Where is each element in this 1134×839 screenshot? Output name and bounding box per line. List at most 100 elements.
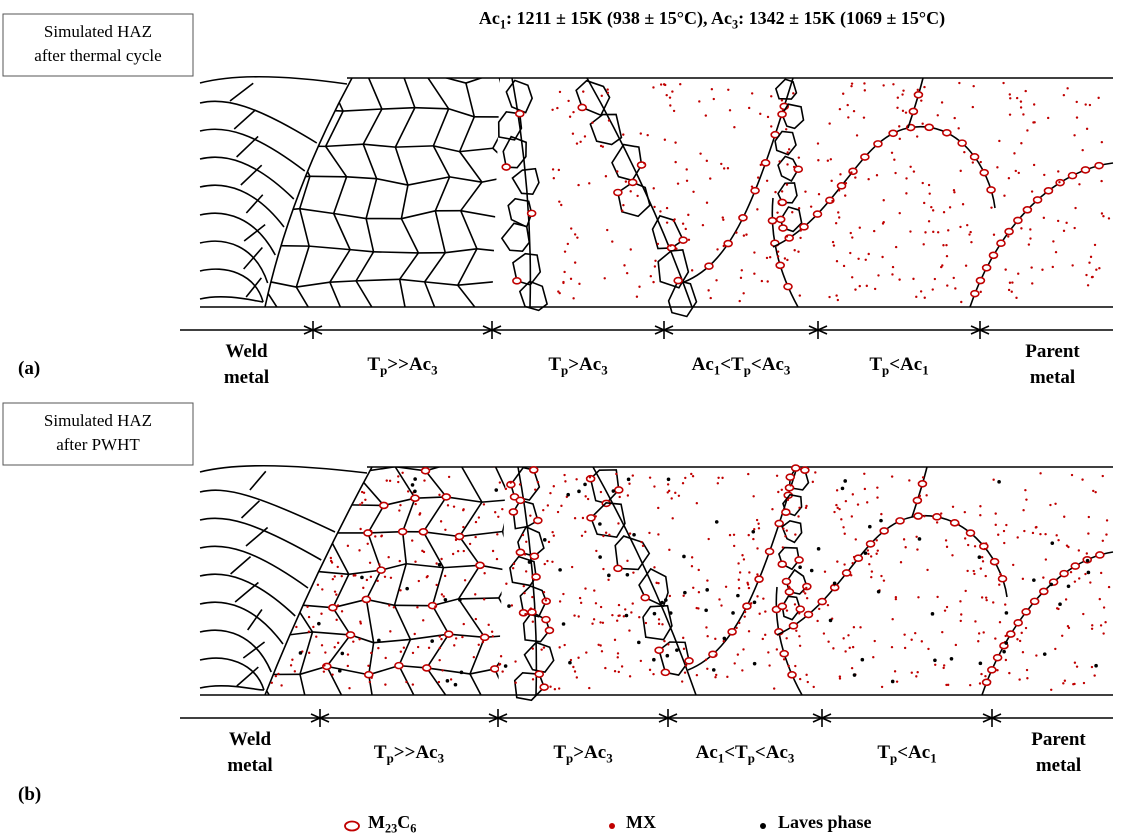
mx-precipitate <box>1052 240 1055 243</box>
mx-precipitate <box>791 211 794 214</box>
legend-m23c6 <box>344 820 360 832</box>
mx-precipitate <box>963 537 967 540</box>
m23c6-precipitate <box>1039 587 1049 596</box>
mx-precipitate <box>737 587 741 590</box>
mx-precipitate <box>1071 264 1074 267</box>
mx-precipitate <box>659 83 663 86</box>
mx-precipitate <box>346 653 350 656</box>
laves-precipitate <box>668 611 673 615</box>
mx-precipitate <box>826 603 830 607</box>
m23c6-precipitate <box>490 665 500 673</box>
mx-precipitate <box>748 571 751 574</box>
grain-edge <box>329 249 351 283</box>
mx-precipitate <box>722 167 726 170</box>
weld-outline <box>199 464 368 474</box>
mx-precipitate <box>616 656 619 659</box>
grain-edge <box>374 311 406 313</box>
grain-edge <box>501 499 506 532</box>
mx-precipitate <box>848 646 851 650</box>
grain-edge <box>350 248 374 253</box>
subscript: 23 <box>385 821 397 835</box>
m23c6-precipitate <box>322 529 332 537</box>
mx-precipitate <box>973 545 977 548</box>
mx-precipitate <box>972 84 975 88</box>
mx-precipitate <box>326 494 329 498</box>
grain-edge <box>458 501 483 537</box>
laves-precipitate <box>933 658 937 663</box>
mx-precipitate <box>954 287 957 290</box>
grain-edge <box>503 174 520 218</box>
mx-precipitate <box>594 602 598 605</box>
mx-precipitate <box>624 180 628 183</box>
laves-precipitate <box>430 639 434 643</box>
mx-precipitate <box>558 600 562 603</box>
mx-precipitate <box>521 533 525 537</box>
mx-precipitate <box>742 234 746 237</box>
mx-precipitate <box>1088 261 1091 264</box>
m23c6-precipitate <box>585 474 596 483</box>
columnar-branch <box>229 82 254 102</box>
mx-precipitate <box>847 116 850 119</box>
mx-precipitate <box>914 631 917 635</box>
mx-precipitate <box>806 680 809 684</box>
mx-precipitate <box>638 615 641 619</box>
mx-precipitate <box>984 674 987 678</box>
m23c6-precipitate <box>760 159 771 167</box>
m23c6-precipitate <box>328 603 338 612</box>
mx-precipitate <box>416 606 419 609</box>
laves-precipitate <box>1086 570 1091 575</box>
mx-precipitate <box>898 278 901 281</box>
mx-precipitate <box>362 491 366 494</box>
mx-precipitate <box>718 598 721 601</box>
grain-edge <box>448 633 485 639</box>
mx-precipitate <box>831 240 835 244</box>
mx-precipitate <box>742 558 746 561</box>
mx-precipitate <box>1101 474 1104 478</box>
mx-precipitate <box>575 142 579 145</box>
mx-precipitate <box>268 631 272 634</box>
m23c6-precipitate <box>479 633 490 642</box>
mx-precipitate <box>979 505 982 508</box>
mx-precipitate <box>706 667 709 671</box>
laves-precipitate <box>666 477 671 482</box>
mx-precipitate <box>577 656 580 659</box>
grain <box>589 469 620 505</box>
mx-precipitate <box>953 116 956 120</box>
mx-precipitate <box>958 81 961 85</box>
laves-precipitate <box>860 657 865 662</box>
mx-precipitate <box>462 508 465 512</box>
mx-precipitate <box>531 620 535 623</box>
grain <box>777 155 800 182</box>
zone-label: Tp>Ac3 <box>553 742 613 765</box>
mx-precipitate <box>1074 206 1077 210</box>
mx-precipitate <box>697 591 701 594</box>
mx-precipitate <box>370 676 373 679</box>
text-run: metal <box>1030 367 1075 388</box>
mx-precipitate <box>289 564 293 568</box>
m23c6-precipitate <box>848 167 858 176</box>
mx-precipitate <box>640 540 643 544</box>
grain-edge <box>324 145 348 178</box>
m23c6-precipitate <box>1004 227 1014 236</box>
mx-precipitate <box>293 670 297 673</box>
mx-precipitate <box>641 544 645 548</box>
mx-precipitate <box>837 211 840 214</box>
mx-precipitate <box>924 231 927 234</box>
mx-precipitate <box>531 678 535 681</box>
mx-precipitate <box>778 160 781 163</box>
mx-precipitate <box>301 487 305 490</box>
mx-precipitate <box>960 300 963 304</box>
grain-edge <box>497 78 500 118</box>
mx-precipitate <box>838 675 842 678</box>
grain-edge <box>296 82 306 110</box>
mx-precipitate <box>797 156 801 159</box>
mx-precipitate <box>1069 570 1073 574</box>
mx-precipitate <box>797 250 800 253</box>
mx-precipitate <box>481 640 485 644</box>
mx-precipitate <box>504 487 508 491</box>
laves-precipitate <box>637 640 641 645</box>
m23c6-precipitate <box>783 282 793 291</box>
mx-precipitate <box>1063 515 1066 518</box>
mx-precipitate <box>765 256 769 260</box>
columnar-branch <box>243 246 263 270</box>
